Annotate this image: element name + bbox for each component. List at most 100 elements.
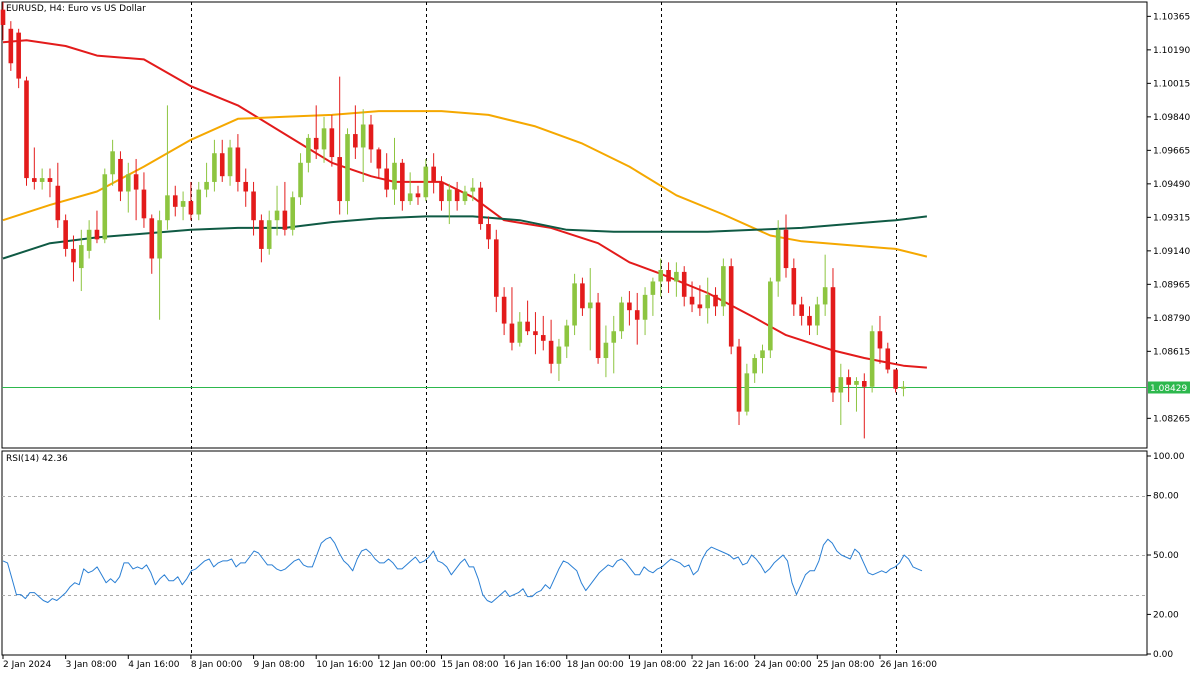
candle-body — [243, 181, 249, 192]
candle-body — [627, 302, 632, 311]
rsi-tick-label: 100.00 — [1153, 452, 1185, 462]
candle-body — [728, 266, 734, 347]
candle-body — [674, 271, 679, 282]
candle-body — [235, 147, 241, 182]
time-tick-label: 12 Jan 00:00 — [379, 660, 436, 670]
candle-body — [110, 151, 115, 175]
candle-body — [501, 296, 507, 324]
rsi-tick-label: 80.00 — [1153, 492, 1179, 502]
price-tick-label: 1.09840 — [1153, 113, 1190, 123]
time-tick-label: 22 Jan 16:00 — [692, 660, 749, 670]
candle-body — [901, 386, 906, 389]
candle-body — [815, 304, 820, 326]
candle-body — [266, 220, 272, 249]
price-pane-frame — [1, 1, 1148, 449]
candle-body — [697, 304, 703, 309]
candle-body — [580, 283, 585, 309]
candle-body — [71, 248, 76, 263]
rsi-line — [2, 536, 923, 603]
candle-body — [251, 191, 256, 221]
candle-body — [439, 181, 444, 202]
candle-body — [509, 323, 515, 343]
candle-body — [55, 185, 61, 221]
candle-body — [642, 294, 648, 320]
candle-body — [118, 158, 123, 192]
candle-body — [830, 287, 836, 393]
candle-body — [94, 229, 100, 240]
price-tick-label: 1.10190 — [1153, 46, 1190, 56]
candle-body — [321, 128, 327, 150]
price-tick-label: 1.09490 — [1153, 180, 1190, 190]
time-tick-label: 8 Jan 00:00 — [191, 660, 243, 670]
price-tick-label: 1.10365 — [1153, 12, 1190, 22]
current-price-label: 1.08429 — [1150, 384, 1187, 394]
moving-average-line-2 — [2, 215, 928, 260]
candle-body — [353, 134, 358, 148]
candle-body — [196, 189, 202, 215]
candle-body — [564, 325, 570, 347]
candle-body — [681, 271, 687, 297]
candle-body — [760, 350, 765, 359]
candle-body — [313, 137, 319, 150]
candle-body — [447, 189, 452, 202]
candle-body — [180, 201, 186, 207]
candle-body — [368, 124, 374, 150]
price-tick-label: 1.09315 — [1153, 213, 1190, 223]
candle-body — [775, 229, 781, 282]
candle-body — [666, 269, 671, 282]
candle-body — [141, 189, 147, 219]
candle-body — [705, 294, 710, 309]
candle-body — [822, 287, 828, 305]
candle-body — [893, 369, 898, 389]
candle-body — [548, 340, 554, 364]
candle-body — [298, 162, 303, 198]
candle-body — [219, 153, 225, 177]
candle-body — [517, 321, 523, 343]
time-tick-label: 16 Jan 16:00 — [504, 660, 561, 670]
rsi-indicator-label: RSI(14) 42.36 — [6, 454, 68, 464]
candle-body — [603, 342, 609, 359]
candle-body — [360, 124, 366, 148]
candle-body — [329, 128, 335, 158]
candle-body — [752, 358, 757, 374]
candle-body — [24, 80, 29, 179]
time-tick-label: 25 Jan 08:00 — [817, 660, 874, 670]
candle-body — [212, 153, 217, 182]
price-tick-label: 1.08615 — [1153, 347, 1190, 357]
candle-body — [157, 220, 162, 259]
rsi-pane-frame — [1, 450, 1148, 656]
time-tick-label: 3 Jan 08:00 — [66, 660, 118, 670]
candle-body — [713, 294, 718, 307]
candle-body — [204, 181, 209, 190]
rsi-tick-label: 50.00 — [1153, 551, 1179, 561]
candle-body — [86, 229, 92, 251]
candle-body — [454, 189, 460, 202]
rsi-tick-label: 0.00 — [1153, 650, 1173, 660]
candle-body — [869, 331, 875, 387]
candle-body — [63, 220, 68, 249]
candle-body — [274, 210, 280, 221]
candle-body — [125, 174, 131, 192]
candle-body — [462, 191, 468, 202]
candle-body — [407, 193, 413, 202]
candle-body — [611, 331, 617, 343]
candle-body — [533, 331, 538, 336]
candle-body — [658, 269, 664, 282]
candle-body — [885, 348, 891, 370]
candle-body — [172, 195, 178, 207]
candle-body — [400, 162, 405, 202]
candle-body — [306, 137, 311, 163]
candle-body — [768, 281, 773, 351]
candle-body — [102, 174, 108, 240]
time-tick-label: 2 Jan 2024 — [3, 660, 51, 670]
candle-body — [431, 166, 436, 182]
candle-body — [79, 245, 84, 269]
candle-body — [282, 210, 288, 230]
candle-body — [721, 266, 726, 307]
candle-body — [290, 197, 296, 230]
candle-body — [345, 134, 350, 202]
candle-body — [846, 377, 851, 385]
time-tick-label: 18 Jan 00:00 — [567, 660, 624, 670]
